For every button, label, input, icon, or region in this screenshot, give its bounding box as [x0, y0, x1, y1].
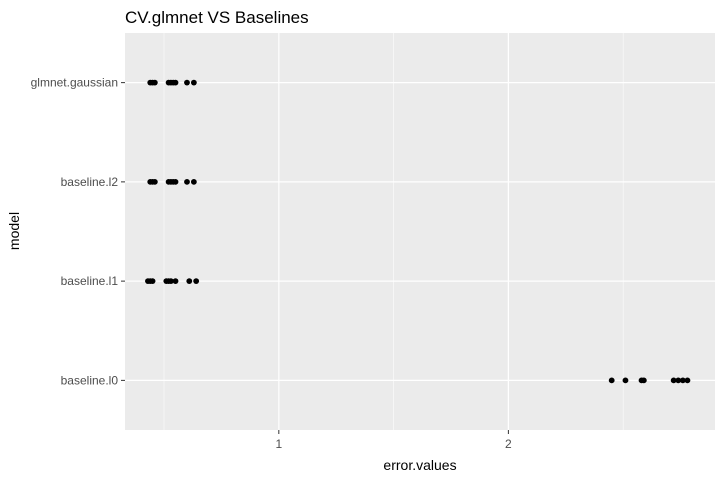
- major-gridlines: [125, 33, 715, 430]
- plot-panel: [125, 33, 715, 430]
- data-point: [670, 377, 677, 384]
- data-point: [149, 278, 156, 285]
- data-point: [168, 278, 174, 285]
- x-axis-title: error.values: [383, 457, 456, 473]
- data-point: [679, 377, 686, 384]
- data-point: [184, 178, 190, 185]
- data-point: [622, 377, 629, 384]
- data-point: [640, 377, 647, 384]
- data-point: [172, 278, 179, 285]
- data-point: [172, 178, 179, 185]
- y-tick-label: glmnet.gaussian: [31, 76, 118, 90]
- data-point: [190, 79, 197, 86]
- data-point: [608, 377, 615, 384]
- data-point: [151, 178, 158, 185]
- y-axis-title: model: [6, 212, 22, 250]
- x-tick-label: 2: [505, 437, 512, 451]
- data-point: [190, 178, 197, 185]
- data-point: [684, 377, 691, 384]
- y-tick-label: baseline.l2: [61, 175, 119, 189]
- x-tick-label: 1: [275, 437, 282, 451]
- chart-title: CV.glmnet VS Baselines: [125, 8, 309, 27]
- data-point: [193, 278, 200, 285]
- data-point: [151, 79, 158, 86]
- y-axis: baseline.l0 baseline.l1 baseline.l2 glmnet.…: [31, 76, 125, 387]
- data-point: [184, 79, 190, 86]
- minor-gridlines: [163, 33, 624, 430]
- data-point: [172, 79, 179, 86]
- y-tick-label: baseline.l1: [61, 274, 119, 288]
- data-point: [675, 377, 682, 384]
- data-point: [186, 278, 193, 285]
- y-tick-label: baseline.l0: [61, 373, 119, 387]
- data-points: [145, 79, 691, 384]
